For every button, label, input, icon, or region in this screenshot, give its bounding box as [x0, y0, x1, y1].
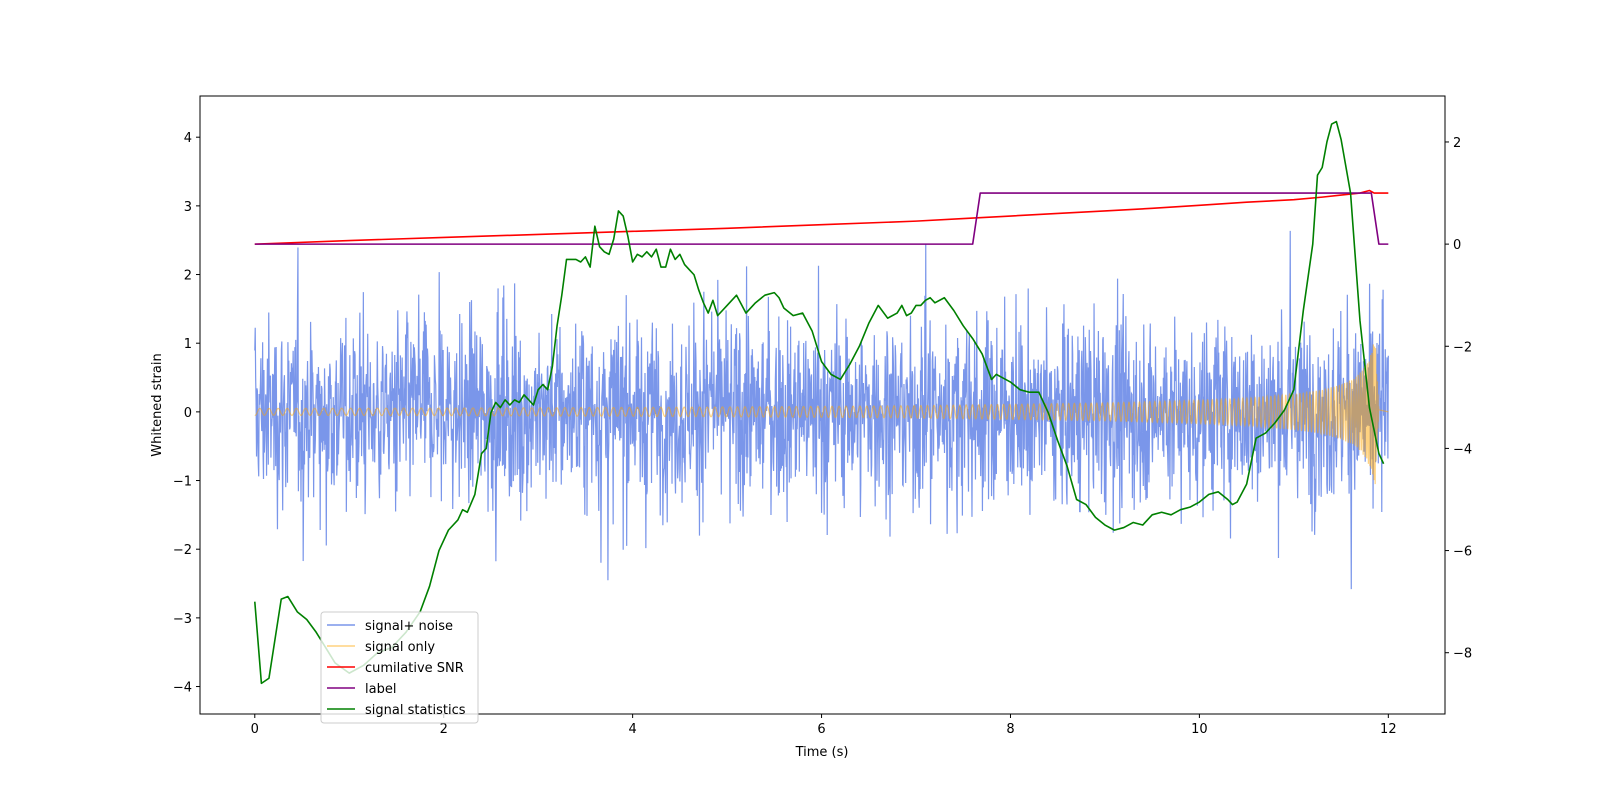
series-signal-statistics-line — [253, 120, 1385, 685]
y-axis-right: −8 −6 −4 −2 0 2 — [1445, 136, 1472, 662]
y-left-tick-label: 0 — [184, 406, 192, 421]
y-left-tick-label: 3 — [184, 200, 192, 215]
legend-box — [320, 611, 479, 724]
y-left-tick-label: −3 — [173, 612, 192, 627]
legend-item-cumulative-snr: cumilative SNR — [327, 661, 464, 676]
x-axis-label: Time (s) — [795, 745, 849, 760]
x-tick-label: 12 — [1380, 722, 1397, 737]
x-tick-label: 0 — [251, 722, 259, 737]
y-right-tick-label: 2 — [1453, 136, 1461, 151]
plot-area — [253, 120, 1389, 685]
y-right-tick-label: −6 — [1453, 545, 1472, 560]
x-tick-label: 4 — [628, 722, 636, 737]
y-left-tick-label: −2 — [173, 543, 192, 558]
y-axis-left: −4 −3 −2 −1 0 1 2 3 4 — [173, 131, 200, 696]
series-signal-only-line — [254, 344, 1389, 485]
y-right-tick-label: 0 — [1453, 238, 1461, 253]
legend-label: cumilative SNR — [365, 661, 464, 676]
legend-item-signal-noise: signal+ noise — [327, 619, 453, 634]
y-left-tick-label: 1 — [184, 337, 192, 352]
plot-frame — [199, 95, 1446, 715]
legend-label: signal only — [365, 640, 435, 655]
legend-label: label — [365, 682, 396, 697]
legend-label: signal+ noise — [365, 619, 453, 634]
series-signal-noise-line — [254, 230, 1389, 590]
legend-item-label: label — [327, 682, 396, 697]
legend-item-signal-only: signal only — [327, 640, 435, 655]
y-right-tick-label: −8 — [1453, 647, 1472, 662]
x-tick-label: 10 — [1191, 722, 1208, 737]
x-tick-label: 6 — [817, 722, 825, 737]
x-tick-label: 2 — [440, 722, 448, 737]
series-label-line — [254, 192, 1389, 245]
y-left-tick-label: 2 — [184, 269, 192, 284]
y-left-tick-label: −1 — [173, 475, 192, 490]
y-right-tick-label: −2 — [1453, 340, 1472, 355]
y-axis-label: Whitened strain — [150, 353, 165, 456]
x-tick-label: 8 — [1006, 722, 1014, 737]
legend-item-signal-statistics: signal statistics — [327, 703, 466, 718]
legend: signal+ noise signal only cumilative SNR… — [320, 611, 479, 724]
y-left-tick-label: −4 — [173, 681, 192, 696]
y-left-tick-label: 4 — [184, 131, 192, 146]
legend-label: signal statistics — [365, 703, 466, 718]
y-right-tick-label: −4 — [1453, 442, 1472, 457]
